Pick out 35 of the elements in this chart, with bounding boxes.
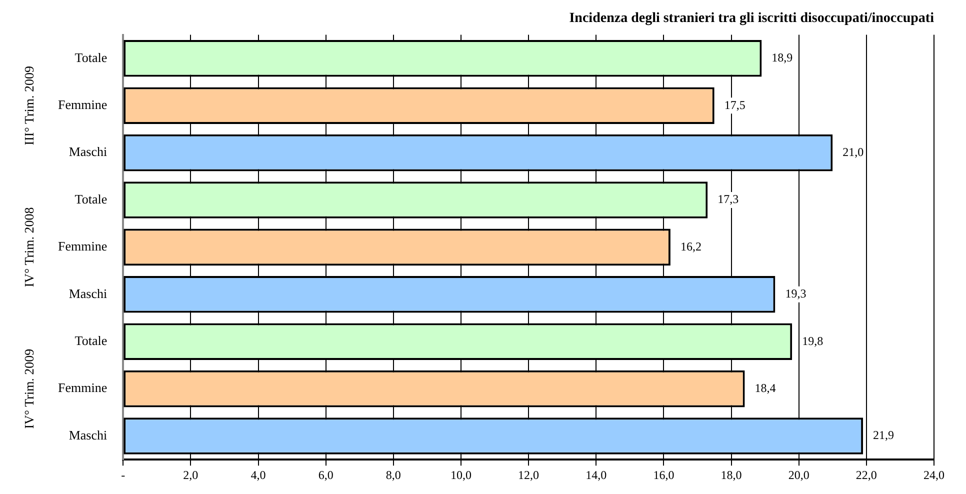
text: IV° Trim. 2009 (21, 348, 36, 429)
y-tick-label: Maschi (68, 427, 108, 442)
data-label: 16,2 (680, 239, 702, 254)
data-label: 17,5 (724, 98, 746, 112)
data-label: 19,3 (785, 286, 806, 301)
chart-title: Incidenza degli stranieri tra gli iscritti disoccupati/inoccupati (569, 11, 934, 26)
x-tick-label: - (121, 468, 126, 482)
y-tick-label: Femmine (58, 97, 108, 112)
y-tick-label: Maschi (68, 286, 108, 301)
data-label: 17,3 (718, 192, 739, 206)
y-tick-label: Femmine (58, 380, 108, 396)
data-label: 21,9 (873, 428, 894, 442)
x-tick-label: 24,0 (924, 468, 944, 482)
text: IV° Trim. 2008 (21, 207, 36, 288)
x-tick-label: 8,0 (386, 468, 401, 482)
x-tick-label: 2,0 (183, 468, 198, 482)
x-tick-label: 18,0 (720, 468, 742, 482)
y-tick-label: Maschi (68, 144, 108, 160)
y-tick-label: Totale (74, 50, 108, 65)
x-tick-label: 20,0 (788, 468, 810, 482)
data-label: 18,4 (754, 380, 776, 395)
y-tick-label: Totale (74, 333, 108, 348)
y-tick-label: Totale (74, 191, 108, 206)
y-tick-label: Femmine (58, 238, 108, 254)
x-tick-label: 12,0 (518, 468, 540, 482)
x-tick-label: 4,0 (250, 468, 266, 482)
data-label: 18,9 (772, 50, 793, 65)
x-tick-label: 14,0 (586, 468, 607, 482)
x-tick-label: 10,0 (450, 468, 472, 482)
data-label: 19,8 (802, 334, 824, 348)
text: III° Trim. 2009 (21, 66, 36, 146)
x-tick-label: 6,0 (318, 468, 334, 482)
x-tick-label: 16,0 (653, 468, 674, 482)
x-tick-label: 22,0 (856, 468, 877, 482)
data-label: 21,0 (842, 144, 864, 159)
